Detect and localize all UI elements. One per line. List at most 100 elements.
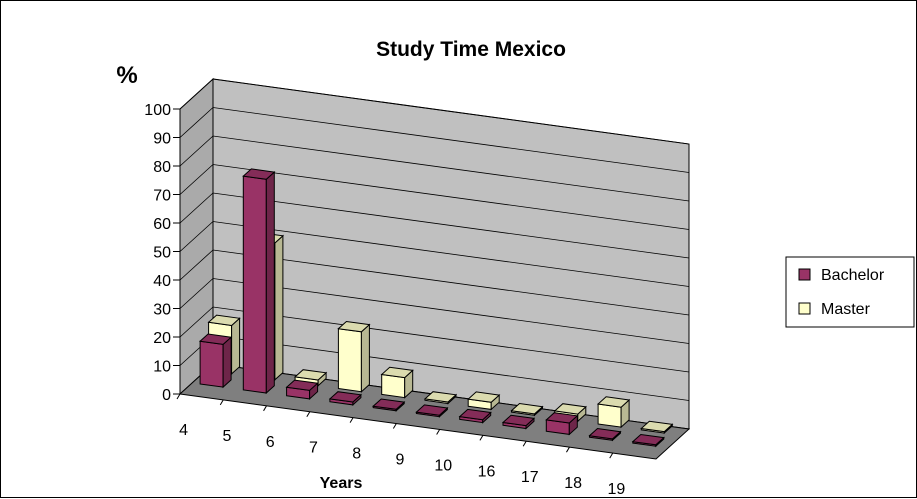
x-tick-label: 5 [222,428,231,445]
bar-master-9 [423,391,458,405]
bar-bachelor-17 [545,412,579,436]
bar-bachelor-6-top [285,379,319,391]
x-tick-mark [566,446,570,453]
x-tick-label: 6 [266,434,275,451]
gridline [179,135,690,202]
bar-master-8-front [381,373,406,399]
bar-master-18-front [597,403,622,428]
bar-bachelor-4-side [222,336,232,389]
bar-master-8-top [380,366,414,379]
gridline [179,164,690,230]
x-tick-mark [436,429,441,435]
x-tick-mark [349,417,354,423]
bar-bachelor-9-top [415,404,449,416]
legend-label-bachelor: Bachelor [821,267,885,284]
legend-swatch-master [798,302,811,315]
x-tick-label: 17 [521,469,539,486]
bar-bachelor-18-top [588,427,622,440]
x-tick-label: 18 [564,475,582,492]
bar-bachelor-10 [458,408,492,424]
bar-master-4-side [231,317,241,376]
x-tick-mark [609,452,614,459]
y-tick-label: 30 [153,302,171,319]
bar-bachelor-8 [372,398,406,412]
bar-bachelor-18 [588,427,622,442]
bar-bachelor-4 [198,333,233,389]
bar-master-17-top [553,403,587,415]
x-tick-mark [176,393,181,400]
bar-bachelor-5 [242,168,276,395]
bar-bachelor-19 [631,433,665,448]
bar-master-18 [596,396,631,429]
y-tick-label: 40 [153,273,171,290]
y-axis-label: % [116,62,137,89]
bar-bachelor-16-top [501,414,536,427]
bar-master-18-top [596,396,631,408]
bar-master-6-top [293,369,328,381]
bar-master-10 [467,391,501,411]
chart-title: Study Time Mexico [376,38,566,61]
gridline [179,249,690,316]
y-tick-label: 70 [153,188,171,205]
bar-master-16-top [510,402,544,415]
bar-master-7 [337,320,371,393]
x-tick-mark [392,423,397,429]
x-tick-label: 9 [396,452,405,469]
bar-bachelor-5-top [242,168,276,180]
bar-master-19-top [640,420,674,433]
x-tick-mark [479,435,484,441]
bar-bachelor-5-front [242,175,267,394]
gridline [179,192,690,259]
y-tick-label: 60 [153,216,171,233]
bar-master-16 [510,402,544,417]
bar-bachelor-8-top [372,398,406,410]
gridline [179,278,690,344]
x-tick-label: 8 [352,446,361,463]
x-tick-label: 16 [478,463,496,480]
y-tick-label: 80 [153,159,171,176]
x-tick-mark [306,411,311,417]
bar-master-7-side [360,323,370,393]
bar-master-7-top [337,320,371,333]
bar-master-4-top [207,314,241,327]
bar-master-7-front [337,328,362,393]
y-tick-label: 0 [162,387,171,404]
bar-bachelor-19-top [631,433,665,446]
bar-bachelor-7-top [328,391,363,403]
bar-bachelor-4-front [199,340,224,388]
gridline [179,221,690,287]
y-tick-label: 10 [153,359,171,376]
x-tick-label: 19 [607,481,625,498]
gridline [179,78,690,145]
legend-label-master: Master [821,301,871,318]
bar-bachelor-6 [285,379,319,401]
gridline [179,306,690,373]
bar-bachelor-4-top [198,333,233,345]
bar-bachelor-10-top [458,408,492,421]
gridlines [179,78,690,401]
x-tick-mark [219,399,224,406]
bar-bachelor-9 [415,404,449,418]
y-tick-label: 50 [153,245,171,262]
x-tick-label: 7 [309,440,318,457]
bar-master-9-top [423,391,458,403]
y-tick-label: 100 [144,102,171,119]
x-tick-label: 4 [179,422,188,439]
x-axis-label: Years [320,475,363,492]
bar-bachelor-5-side [265,170,275,395]
bar-bachelor-7 [328,391,363,407]
x-tick-mark [522,441,527,447]
legend-box [785,256,915,328]
y-tick-label: 90 [153,131,171,148]
bars [198,168,674,448]
bar-master-19 [640,420,674,435]
legend-swatch-bachelor [798,268,811,281]
gridline [179,107,690,173]
x-tick-mark [263,405,267,412]
bar-master-8 [380,366,414,399]
x-tick-label: 10 [434,457,452,474]
bar-bachelor-16 [501,414,536,430]
axis-ticks: 0 10 20 30 40 50 60 70 80 90 100 4 5 6 7 8 9 10 16 17 18 19 [144,102,625,498]
